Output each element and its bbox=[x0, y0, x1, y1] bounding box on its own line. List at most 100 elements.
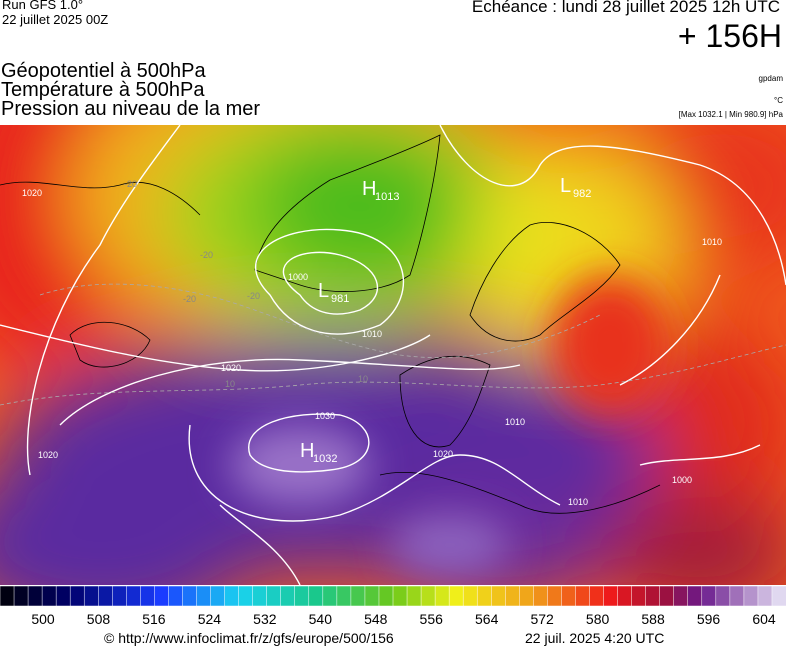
run-date: 22 juillet 2025 00Z bbox=[2, 12, 109, 27]
contour-label: 1010 bbox=[362, 329, 382, 339]
colorbar-swatch bbox=[378, 586, 394, 607]
colorbar-swatch bbox=[364, 586, 380, 607]
colorbar-swatch bbox=[631, 586, 647, 607]
center-letter: L bbox=[560, 175, 571, 197]
colorbar-swatch bbox=[322, 586, 338, 607]
colorbar-swatch bbox=[743, 586, 759, 607]
colorbar-swatch bbox=[83, 586, 100, 607]
colorbar-swatch bbox=[140, 586, 156, 607]
field: Géopotentiel à 500hPa bbox=[1, 60, 206, 82]
colorbar-swatch bbox=[210, 586, 226, 607]
center-value: 981 bbox=[331, 293, 349, 305]
colorbar-swatch bbox=[154, 586, 170, 607]
colorbar-label: 508 bbox=[87, 611, 111, 627]
colorbar-swatch bbox=[224, 586, 240, 607]
colorbar-label: 524 bbox=[198, 611, 222, 627]
footer-generated: 22 juil. 2025 4:20 UTC bbox=[525, 630, 665, 646]
field: Température à 500hPa bbox=[1, 79, 205, 101]
colorbar-swatch bbox=[617, 586, 633, 607]
contour-label: -20 bbox=[200, 250, 213, 260]
colorbar-label: 580 bbox=[586, 611, 610, 627]
contour-label: 1010 bbox=[505, 417, 525, 427]
center-letter: H bbox=[362, 178, 376, 200]
unit: [Max 1032.1 | Min 980.9] hPa bbox=[678, 110, 783, 119]
colorbar-label: 588 bbox=[641, 611, 665, 627]
colorbar-swatch bbox=[112, 586, 128, 607]
colorbar-label: 540 bbox=[309, 611, 333, 627]
colorbar-swatch bbox=[491, 586, 507, 607]
contour-label: 1020 bbox=[433, 449, 453, 459]
colorbar-swatch bbox=[434, 586, 450, 607]
colorbar-swatch bbox=[280, 586, 296, 607]
footer-url: © http://www.infoclimat.fr/z/gfs/europe/… bbox=[104, 630, 394, 646]
contour-label: 1020 bbox=[38, 450, 58, 460]
colorbar-label: 556 bbox=[420, 611, 444, 627]
colorbar-swatch bbox=[575, 586, 591, 607]
colorbar-swatch bbox=[13, 586, 29, 607]
colorbar-swatch bbox=[308, 586, 324, 607]
colorbar-swatch bbox=[27, 586, 43, 607]
colorbar-swatch bbox=[476, 586, 493, 607]
contour-label: 1010 bbox=[702, 237, 722, 247]
colorbar-swatch bbox=[659, 586, 675, 607]
contour-label: 1000 bbox=[288, 272, 308, 282]
isobars bbox=[0, 125, 786, 585]
colorbar-label: 548 bbox=[364, 611, 388, 627]
contour-label: -20 bbox=[247, 291, 260, 301]
colorbar-label: 500 bbox=[31, 611, 55, 627]
colorbar-swatch bbox=[420, 586, 436, 607]
colorbar-swatch bbox=[168, 586, 184, 607]
colorbar-swatch bbox=[266, 586, 282, 607]
contour-label: 1030 bbox=[315, 411, 335, 421]
colorbar-swatch bbox=[729, 586, 745, 607]
colorbar-swatch bbox=[0, 586, 15, 607]
colorbar-label: 564 bbox=[475, 611, 499, 627]
colorbar-swatch bbox=[462, 586, 478, 607]
colorbar-swatch bbox=[701, 586, 717, 607]
center-letter: H bbox=[300, 440, 314, 462]
center-letter: L bbox=[318, 280, 329, 302]
colorbar-swatch bbox=[350, 586, 366, 607]
colorbar-swatch bbox=[336, 586, 352, 607]
lead-time: + 156H bbox=[677, 18, 782, 54]
colorbar-swatch bbox=[126, 586, 142, 607]
colorbar-swatch bbox=[603, 586, 619, 607]
contour-label: 1010 bbox=[568, 497, 588, 507]
colorbar-label: 596 bbox=[697, 611, 721, 627]
center-value: 982 bbox=[573, 188, 591, 200]
contour-label: -20 bbox=[183, 294, 196, 304]
colorbar-swatch bbox=[41, 586, 57, 607]
colorbar-swatch bbox=[406, 586, 422, 607]
colorbar-label: 572 bbox=[530, 611, 554, 627]
contour-label: 1000 bbox=[672, 475, 692, 485]
colorbar-swatch bbox=[547, 586, 563, 607]
colorbar-swatch bbox=[182, 586, 198, 607]
unit: gpdam bbox=[758, 74, 783, 83]
colorbar-swatch bbox=[561, 586, 577, 607]
colorbar-swatch bbox=[69, 586, 85, 607]
colorbar-swatch bbox=[238, 586, 254, 607]
colorbar: 500 508 516 524 532 540 548 556 564 572 580 588 596 6… bbox=[0, 586, 786, 627]
colorbar-swatch bbox=[196, 586, 212, 607]
colorbar-swatch bbox=[448, 586, 464, 607]
colorbar-swatch bbox=[252, 586, 268, 607]
field-shading bbox=[0, 125, 786, 585]
contour-label: 1020 bbox=[221, 363, 241, 373]
colorbar-swatch bbox=[55, 586, 71, 607]
contour-label: 10 bbox=[358, 374, 368, 384]
colorbar-swatch bbox=[673, 586, 689, 607]
contour-label: 1020 bbox=[22, 188, 42, 198]
colorbar-swatch bbox=[771, 586, 786, 607]
center-value: 1013 bbox=[375, 191, 399, 203]
colorbar-label: 604 bbox=[752, 611, 776, 627]
colorbar-swatch bbox=[757, 586, 773, 607]
colorbar-label: 532 bbox=[253, 611, 277, 627]
colorbar-swatch bbox=[505, 586, 521, 607]
colorbar-swatch bbox=[715, 586, 731, 607]
colorbar-swatch bbox=[98, 586, 114, 607]
center-value: 1032 bbox=[313, 453, 337, 465]
isotherms bbox=[0, 283, 786, 406]
coastlines bbox=[0, 134, 661, 514]
